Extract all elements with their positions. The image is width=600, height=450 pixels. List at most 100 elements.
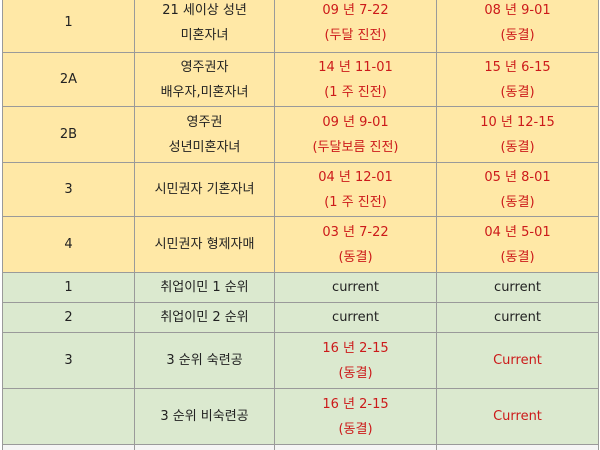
cell-line: 14 년 11-01 [318,59,393,75]
cell-text: 3 [64,182,73,197]
cell-line: (동결) [338,249,373,265]
cell-line: 05 년 8-01 [484,169,551,185]
cell-text: 3 [64,353,73,368]
visa-type-cell: 시민권자 기혼자녀 [134,162,275,217]
cell-line: 09 년 9-01 [322,114,389,130]
cell-line: 미혼자녀 [180,27,229,43]
final-action-date-cell: 04 년 12-01 (1 주 진전) [274,162,437,217]
cell-line: current [494,310,541,325]
cell-text: 1 [64,280,73,295]
cell-line: 성년미혼자녀 [168,139,241,155]
cell-line: (동결) [500,27,535,43]
cell-text: 1 [64,15,73,30]
cell-line: 3 순위 숙련공 [166,353,243,368]
final-action-date-cell: 16 년 2-15 (동결) [274,388,437,445]
cell-text: 4 [64,237,73,252]
filing-date-cell: current [436,302,599,333]
cell-line: 배우자,미혼자녀 [160,84,249,100]
cell-line: 15 년 6-15 [484,59,551,75]
cell-line: 16 년 2-15 [322,396,389,412]
category-cell: 1 [2,272,135,303]
filing-date-cell: 04 년 5-01 (동결) [436,216,599,273]
final-action-date-cell: 09 년 7-22 (두달 진전) [274,0,437,53]
cell-line: 3 순위 비숙련공 [160,409,249,424]
cell-line: 16 년 2-15 [322,340,389,356]
cell-line: 영주권 [186,114,223,130]
table-row: 2 취업이민 2 순위 current current [2,302,599,333]
final-action-date-cell: 14 년 11-01 (1 주 진전) [274,52,437,107]
category-cell: 4 [2,216,135,273]
cell-line: (동결) [500,139,535,155]
final-action-date-cell [274,444,437,450]
final-action-date-cell: current [274,302,437,333]
category-cell: 2 [2,302,135,333]
filing-date-cell: Current [436,388,599,445]
filing-date-cell: 05 년 8-01 (동결) [436,162,599,217]
table-row: 1 취업이민 1 순위 current current [2,272,599,303]
filing-date-cell: 08 년 9-01 (동결) [436,0,599,53]
cell-line: (두달 진전) [324,27,387,43]
visa-type-cell: 취업이민 2 순위 [134,302,275,333]
visa-type-cell: 3 순위 숙련공 [134,332,275,389]
cell-line: 04 년 5-01 [484,224,551,240]
filing-date-cell [436,444,599,450]
visa-type-cell: 시민권자 형제자매 [134,216,275,273]
cell-line: Current [493,409,542,424]
cell-line: (동결) [338,365,373,381]
table-row: 특별 종교이민 [2,444,599,450]
cell-line: 영주권자 [180,59,229,75]
cell-line: (1 주 진전) [324,194,387,210]
cell-line: (1 주 진전) [324,84,387,100]
category-cell: 1 [2,0,135,53]
category-cell: 2A [2,52,135,107]
filing-date-cell: 15 년 6-15 (동결) [436,52,599,107]
cell-line: 시민권자 형제자매 [154,237,255,252]
cell-line: 시민권자 기혼자녀 [154,182,255,197]
cell-line: 04 년 12-01 [318,169,393,185]
cell-text: 2 [64,310,73,325]
cell-line: (동결) [338,421,373,437]
cell-line: current [332,310,379,325]
category-cell: 2B [2,106,135,163]
cell-line: 08 년 9-01 [484,2,551,18]
cell-line: 10 년 12-15 [480,114,555,130]
cell-line: 09 년 7-22 [322,2,389,18]
cell-line: (두달보름 진전) [312,139,399,155]
cell-text: 2B [59,127,78,142]
cell-line: (동결) [500,194,535,210]
table-row: 4 시민권자 형제자매 03 년 7-22 (동결) 04 년 5-01 (동결) [2,216,599,273]
category-cell [2,444,135,450]
final-action-date-cell: 03 년 7-22 (동결) [274,216,437,273]
cell-line: 21 세이상 성년 [162,2,247,18]
filing-date-cell: current [436,272,599,303]
cell-line: (동결) [500,249,535,265]
table-row: 3 시민권자 기혼자녀 04 년 12-01 (1 주 진전) 05 년 8-01 (동결… [2,162,599,217]
category-cell: 3 [2,332,135,389]
table-row: 3 3 순위 숙련공 16 년 2-15 (동결) Current [2,332,599,389]
final-action-date-cell: current [274,272,437,303]
cell-line: (동결) [500,84,535,100]
visa-type-cell: 취업이민 1 순위 [134,272,275,303]
cell-line: 취업이민 1 순위 [160,280,249,295]
final-action-date-cell: 16 년 2-15 (동결) [274,332,437,389]
cell-line: current [332,280,379,295]
cell-line: 03 년 7-22 [322,224,389,240]
table-row: 3 순위 비숙련공 16 년 2-15 (동결) Current [2,388,599,445]
cell-line: Current [493,353,542,368]
category-cell [2,388,135,445]
cell-line: 취업이민 2 순위 [160,310,249,325]
cell-line: current [494,280,541,295]
visa-type-cell: 3 순위 비숙련공 [134,388,275,445]
final-action-date-cell: 09 년 9-01 (두달보름 진전) [274,106,437,163]
filing-date-cell: 10 년 12-15 (동결) [436,106,599,163]
cell-text: 2A [59,72,78,87]
category-cell: 3 [2,162,135,217]
